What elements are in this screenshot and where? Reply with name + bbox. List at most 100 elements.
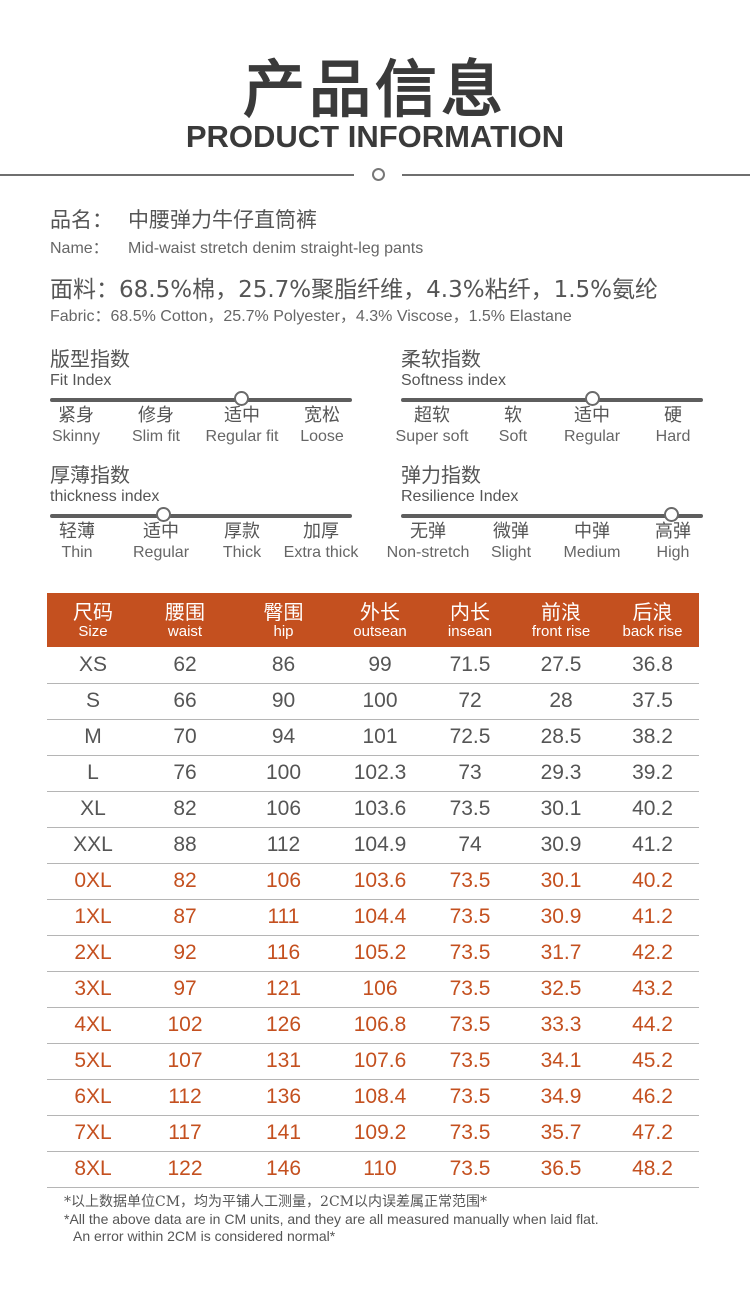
table-row: 3XL 97 121 106 73.5 32.5 43.2 [47,971,699,1008]
fit-option-loose: 宽松 Loose [300,405,344,445]
table-cell: 102 [139,1007,231,1044]
table-cell: 107.6 [336,1043,424,1080]
table-cell: 107 [139,1043,231,1080]
thickness-index-knob [156,507,171,522]
header-divider-left [0,174,354,176]
table-cell: 32.5 [516,971,606,1008]
table-cell: 131 [231,1043,336,1080]
table-cell: 126 [231,1007,336,1044]
table-cell: 73.5 [424,863,516,900]
table-row: XXL 88 112 104.9 74 30.9 41.2 [47,827,699,864]
table-cell: 73.5 [424,971,516,1008]
fit-index: 版型指数 Fit Index 紧身 Skinny 修身 Slim fit 适中 Reg… [50,347,360,445]
table-cell: 5XL [47,1043,139,1080]
product-name-label-cn: 品名： [50,208,113,232]
table-cell: 66 [139,683,231,720]
table-cell: 106.8 [336,1007,424,1044]
table-cell: 102.3 [336,755,424,792]
thickness-option-extra-thick: 加厚 Extra thick [283,521,359,561]
thickness-index: 厚薄指数 thickness index 轻薄 Thin 适中 Regular 厚款… [50,463,360,561]
table-cell: 34.9 [516,1079,606,1116]
resilience-option-medium: 中弹 Medium [563,521,621,561]
table-cell: 39.2 [606,755,699,792]
table-cell: 99 [336,647,424,684]
table-cell: 41.2 [606,827,699,864]
table-cell: XL [47,791,139,828]
table-cell: 111 [231,899,336,936]
table-cell: 36.5 [516,1151,606,1188]
column-header-size: 尺码 Size [47,593,139,647]
table-cell: 121 [231,971,336,1008]
table-row: 1XL 87 111 104.4 73.5 30.9 41.2 [47,899,699,936]
table-cell: 117 [139,1115,231,1152]
table-cell: 82 [139,791,231,828]
table-cell: 112 [231,827,336,864]
table-cell: 106 [336,971,424,1008]
column-header-inseam: 内长 insean [424,593,516,647]
header-divider-right [402,174,750,176]
table-cell: 116 [231,935,336,972]
measurement-note-en-line1: *All the above data are in CM units, and… [64,1211,599,1227]
softness-option-soft: 软 Soft [498,405,528,445]
table-cell: 108.4 [336,1079,424,1116]
table-cell: 70 [139,719,231,756]
table-cell: 88 [139,827,231,864]
product-name-en: Name： Mid-waist stretch denim straight-le… [50,238,423,260]
table-cell: 92 [139,935,231,972]
table-cell: 6XL [47,1079,139,1116]
column-header-back-rise: 后浪 back rise [606,593,699,647]
fit-index-title-en: Fit Index [50,372,112,389]
fabric-cn: 面料：68.5%棉，25.7%聚脂纤维，4.3%粘纤，1.5%氨纶 [50,277,658,303]
table-cell: 37.5 [606,683,699,720]
table-cell: 41.2 [606,899,699,936]
table-cell: 94 [231,719,336,756]
table-cell: 73.5 [424,1043,516,1080]
thickness-option-regular: 适中 Regular [132,521,190,561]
product-name-value-en: Mid-waist stretch denim straight-leg pan… [128,240,424,257]
table-cell: 8XL [47,1151,139,1188]
size-chart-table: 尺码 Size 腰围 waist 臀围 hip 外长 outsean 内长 insean … [47,593,699,1188]
page-title-en: PRODUCT INFORMATION [185,119,565,154]
softness-index: 柔软指数 Softness index 超软 Super soft 软 Soft 适… [396,347,711,445]
table-cell: 29.3 [516,755,606,792]
table-cell: 86 [231,647,336,684]
table-cell: 71.5 [424,647,516,684]
table-row: 4XL 102 126 106.8 73.5 33.3 44.2 [47,1007,699,1044]
table-cell: 73 [424,755,516,792]
softness-index-title-en: Softness index [401,372,506,389]
product-name-cn: 品名： 中腰弹力牛仔直筒裤 [50,206,317,234]
table-cell: 73.5 [424,791,516,828]
softness-index-knob [585,391,600,406]
table-cell: 44.2 [606,1007,699,1044]
measurement-note-cn: *以上数据单位CM，均为平铺人工测量，2CM以内误差属正常范围* [64,1194,487,1210]
thickness-index-title-en: thickness index [50,488,160,505]
softness-option-regular: 适中 Regular [563,405,621,445]
table-cell: 28.5 [516,719,606,756]
table-cell: 35.7 [516,1115,606,1152]
table-cell: 33.3 [516,1007,606,1044]
table-cell: 34.1 [516,1043,606,1080]
table-cell: 31.7 [516,935,606,972]
table-cell: 73.5 [424,1151,516,1188]
table-cell: 47.2 [606,1115,699,1152]
table-row: 2XL 92 116 105.2 73.5 31.7 42.2 [47,935,699,972]
table-cell: 73.5 [424,1115,516,1152]
table-cell: 104.9 [336,827,424,864]
fit-index-title-cn: 版型指数 [50,347,130,371]
table-cell: 73.5 [424,1007,516,1044]
table-cell: 73.5 [424,935,516,972]
table-cell: 30.9 [516,827,606,864]
table-cell: 100 [336,683,424,720]
table-row: 6XL 112 136 108.4 73.5 34.9 46.2 [47,1079,699,1116]
table-cell: 7XL [47,1115,139,1152]
table-cell: 97 [139,971,231,1008]
thickness-option-thick: 厚款 Thick [222,521,262,561]
table-cell: 30.1 [516,791,606,828]
resilience-index-knob [664,507,679,522]
column-header-outseam: 外长 outsean [336,593,424,647]
divider-circle-icon [372,168,385,181]
table-cell: 106 [231,791,336,828]
table-cell: 4XL [47,1007,139,1044]
table-cell: 112 [139,1079,231,1116]
table-cell: 36.8 [606,647,699,684]
